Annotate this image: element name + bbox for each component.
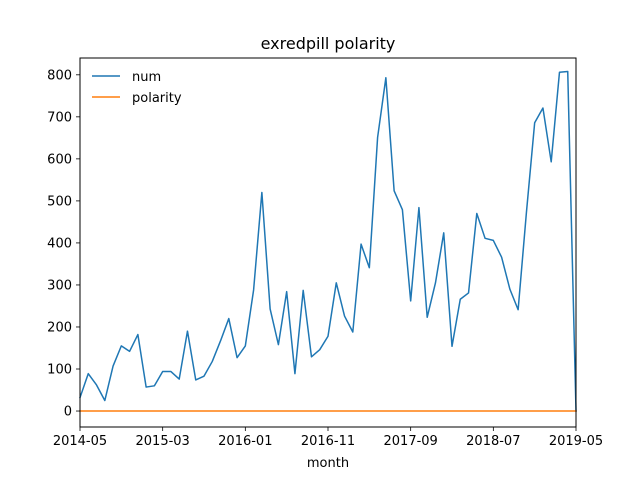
legend-label-polarity: polarity xyxy=(132,91,182,106)
y-tick-label: 600 xyxy=(47,152,72,167)
legend-label-num: num xyxy=(132,70,161,85)
x-axis-label: month xyxy=(307,456,349,471)
series-layer xyxy=(79,70,577,412)
y-tick-label: 500 xyxy=(47,194,72,209)
series-line-num xyxy=(79,70,577,412)
chart-title: exredpill polarity xyxy=(261,34,396,53)
y-tick-label: 300 xyxy=(47,278,72,293)
x-tick-label: 2014-05 xyxy=(53,434,107,449)
x-tick-label: 2016-11 xyxy=(301,434,355,449)
y-tick-label: 400 xyxy=(47,236,72,251)
legend: num polarity xyxy=(92,70,182,106)
y-tick-label: 0 xyxy=(64,405,72,420)
y-tick-label: 700 xyxy=(47,110,72,125)
y-tick-label: 100 xyxy=(47,363,72,378)
x-tick-label: 2017-09 xyxy=(384,434,438,449)
y-axis: 0 100 200 300 400 500 600 700 800 xyxy=(47,68,80,420)
y-tick-label: 800 xyxy=(47,68,72,83)
x-tick-label: 2019-05 xyxy=(549,434,603,449)
x-tick-label: 2015-03 xyxy=(136,434,190,449)
x-axis: 2014-05 2015-03 2016-01 2016-11 2017-09 2018-… xyxy=(53,427,603,449)
x-tick-label: 2018-07 xyxy=(466,434,520,449)
y-tick-label: 200 xyxy=(47,320,72,335)
x-tick-label: 2016-01 xyxy=(218,434,272,449)
